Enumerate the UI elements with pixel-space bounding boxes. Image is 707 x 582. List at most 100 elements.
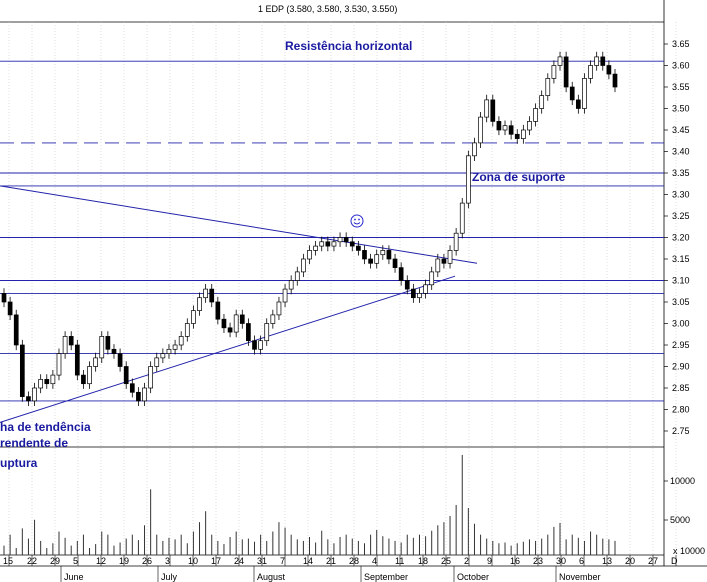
date-tick-label: 12	[96, 556, 106, 566]
candle-down	[239, 314, 245, 324]
candle-up	[466, 155, 471, 204]
date-tick-label: 16	[510, 556, 520, 566]
candle-up	[191, 310, 196, 324]
candle-up	[594, 56, 600, 66]
date-tick-label: 13	[602, 556, 612, 566]
candle-down	[105, 336, 111, 350]
candle-up	[307, 250, 312, 260]
support-label: Zona de suporte	[472, 170, 566, 184]
candle-up	[447, 250, 453, 264]
month-label: September	[364, 572, 408, 582]
candle-up	[56, 353, 62, 376]
downtrend-line	[0, 185, 478, 264]
date-tick-label: 6	[579, 556, 584, 566]
date-tick-label: 20	[625, 556, 635, 566]
candle-up	[502, 125, 508, 131]
candle-up	[178, 336, 184, 346]
candle-up	[99, 336, 105, 359]
candle-up	[32, 387, 37, 402]
candle-down	[215, 301, 221, 320]
price-tick-label: 2.95	[672, 340, 690, 350]
candle-up	[527, 121, 532, 131]
price-tick-label: 2.85	[672, 383, 690, 393]
date-tick-label: 17	[211, 556, 221, 566]
candle-up	[203, 288, 208, 299]
candle-up	[588, 65, 593, 79]
volume-bars	[3, 454, 616, 555]
candle-up	[423, 284, 428, 294]
trendline-label-line3: uptura	[0, 456, 38, 470]
date-tick-label: 18	[418, 556, 428, 566]
candle-down	[441, 258, 447, 264]
price-tick-label: 3.65	[672, 39, 690, 49]
candle-up	[472, 142, 477, 157]
candle-down	[398, 267, 404, 281]
candle-up	[319, 241, 325, 247]
price-tick-label: 3.50	[672, 104, 690, 114]
month-label: August	[257, 572, 286, 582]
price-tick-label: 3.05	[672, 297, 690, 307]
price-tick-label: 3.25	[672, 211, 690, 221]
candle-up	[435, 258, 441, 273]
date-tick-label: 27	[648, 556, 658, 566]
candle-down	[606, 65, 612, 75]
candle-down	[7, 301, 13, 316]
candle-down	[508, 125, 514, 135]
candle-down	[13, 314, 19, 346]
candle-down	[411, 288, 416, 299]
candle-up	[172, 344, 178, 350]
price-axis-ticks: 3.65 3.60 3.55 3.50 3.45 3.40 3.35 3.30 3.25 3.20…	[664, 39, 690, 436]
candle-down	[19, 344, 25, 397]
candle-up	[453, 232, 459, 251]
price-tick-label: 3.20	[672, 233, 690, 243]
chart-title: 1 EDP (3.580, 3.580, 3.530, 3.550)	[258, 4, 397, 14]
candle-down	[246, 323, 251, 342]
candle-up	[533, 108, 538, 122]
candle-down	[123, 366, 129, 385]
date-tick-label: 11	[395, 556, 404, 566]
candle-up	[551, 65, 557, 79]
candle-up	[270, 314, 276, 324]
candle-up	[545, 78, 551, 96]
smiley-icon	[350, 214, 364, 228]
date-tick-label: 21	[326, 556, 336, 566]
candle-up	[539, 95, 545, 109]
candle-down	[514, 133, 520, 139]
uptrend-line	[0, 275, 456, 423]
candle-up	[331, 241, 337, 247]
date-tick-label: 26	[142, 556, 152, 566]
month-labels: June July August September October November	[60, 566, 601, 582]
candle-up	[484, 99, 490, 118]
candle-up	[87, 366, 92, 385]
candle-up	[148, 366, 153, 389]
candle-up	[288, 280, 294, 290]
candle-up	[557, 56, 563, 66]
horizontal-levels	[0, 60, 664, 402]
candle-down	[490, 99, 496, 122]
candle-up	[142, 387, 147, 402]
trendline-label-line2: rendente de	[0, 436, 68, 450]
candle-down	[575, 99, 581, 109]
date-axis-ticks: 15 22 29 5 12 19 26 3 10 17 24 31 7 14 21 28 4 11 18 25 2 9 16…	[3, 555, 678, 566]
date-tick-label: 5	[73, 556, 78, 566]
candle-up	[478, 116, 483, 144]
price-tick-label: 3.15	[672, 254, 690, 264]
candle-up	[50, 374, 56, 385]
candle-up	[313, 245, 318, 251]
gridlines	[8, 22, 677, 555]
resistance-label: Resistência horizontal	[285, 39, 412, 53]
candle-down	[343, 237, 349, 243]
candle-up	[166, 348, 172, 354]
candle-down	[227, 327, 233, 333]
candle-down	[221, 318, 227, 329]
date-tick-label: 14	[303, 556, 313, 566]
candle-down	[349, 241, 355, 247]
price-tick-label: 3.45	[672, 125, 690, 135]
candle-down	[496, 121, 502, 131]
candle-down	[569, 86, 575, 101]
candle-up	[276, 301, 282, 316]
candle-up	[520, 129, 526, 139]
candle-down	[26, 396, 31, 402]
month-label: October	[457, 572, 489, 582]
